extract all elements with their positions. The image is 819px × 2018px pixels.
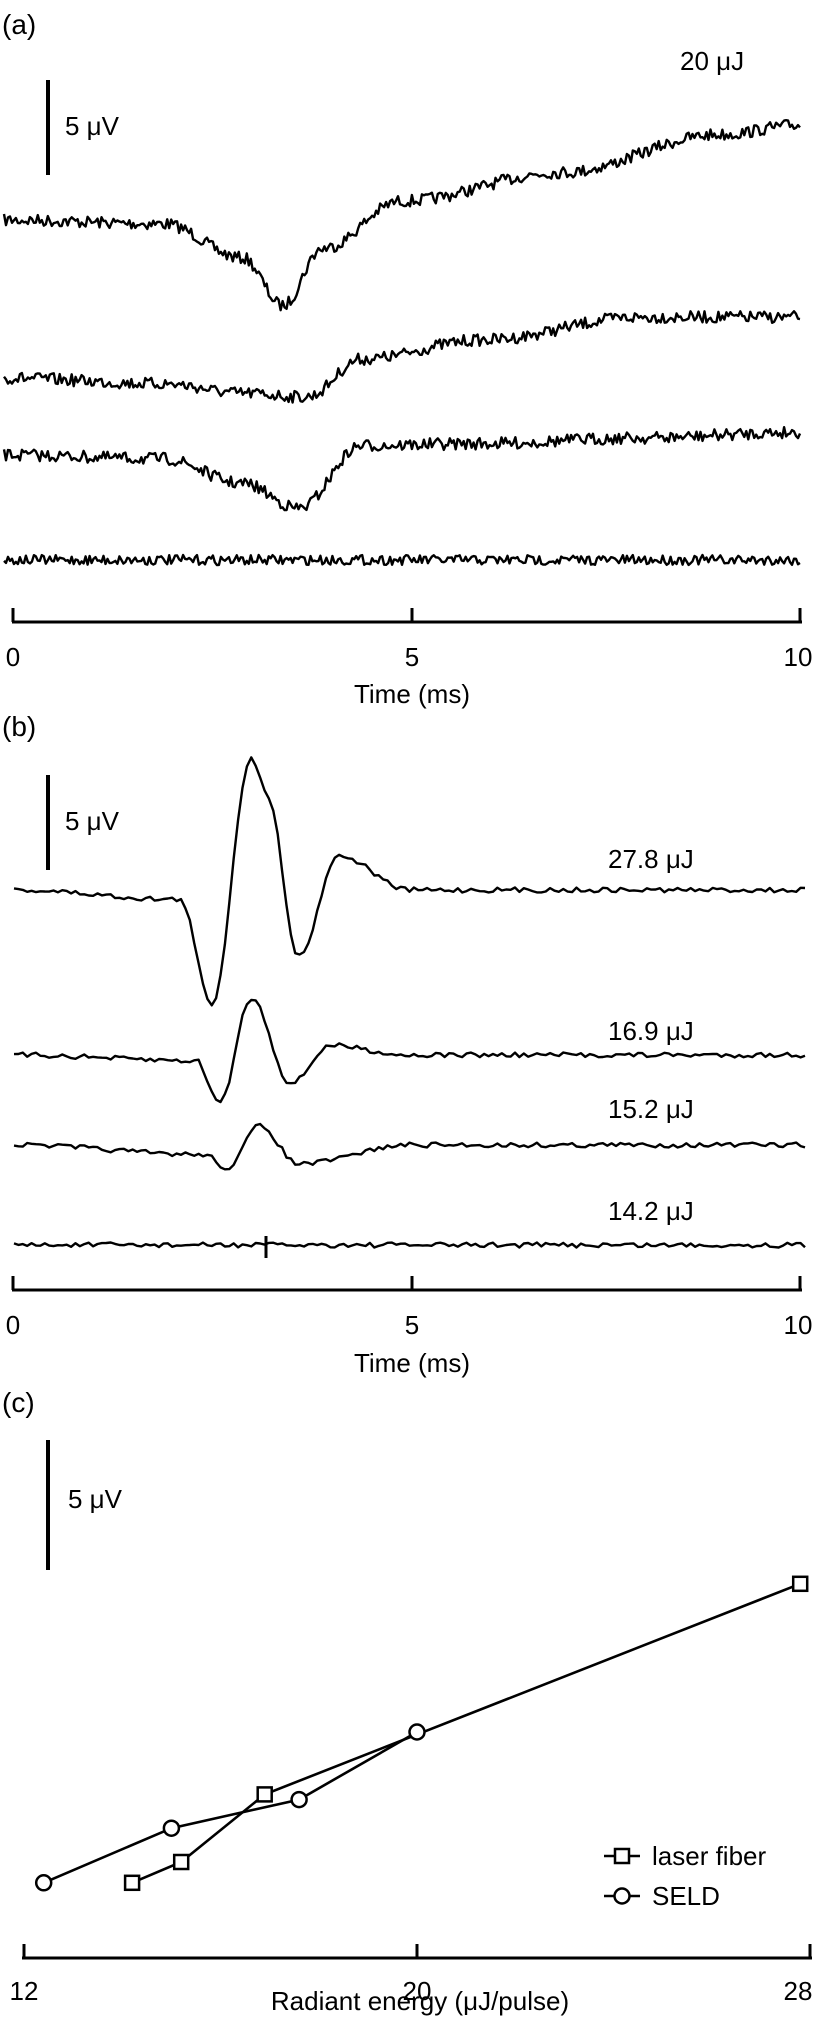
- panel-b-trace-14-2uJ: [13, 1241, 806, 1249]
- panel-c-ticklabel-20: 20: [403, 1976, 432, 2006]
- panel-c: (c) 5 μV laser fiber SELD 12 20 28 Radi: [2, 1387, 812, 2016]
- panel-a-x-axis: 0 5 10 Time (ms): [6, 608, 813, 709]
- panel-b: (b) 5 μV 27.8 μJ 16.9 μJ 15.2 μJ 14.2 μJ…: [2, 711, 812, 1378]
- legend-item-laser-fiber: laser fiber: [604, 1841, 766, 1871]
- panel-c-ticklabel-28: 28: [784, 1976, 813, 2006]
- legend-label-laser-fiber: laser fiber: [652, 1841, 766, 1871]
- panel-c-ticklabel-12: 12: [10, 1976, 39, 2006]
- point-laser-fiber-2: [256, 1786, 273, 1803]
- point-seld-2: [290, 1790, 308, 1809]
- panel-a-scale-label: 5 μV: [65, 111, 120, 141]
- panel-b-trace-27-8uJ: [13, 756, 806, 1007]
- panel-c-xlabel: Radiant energy (μJ/pulse): [271, 1986, 569, 2016]
- series-line-seld: [43, 1730, 418, 1884]
- panel-b-trace-label-14-2: 14.2 μJ: [608, 1196, 694, 1226]
- panel-b-trace-15-2uJ: [13, 1122, 806, 1171]
- panel-c-label: (c): [2, 1387, 35, 1418]
- legend-label-seld: SELD: [652, 1881, 720, 1911]
- panel-a-ticklabel-0: 0: [6, 642, 20, 672]
- point-seld-0: [34, 1874, 53, 1892]
- point-laser-fiber-1: [172, 1853, 190, 1871]
- panel-b-ticklabel-0: 0: [6, 1310, 20, 1340]
- legend-item-seld: SELD: [604, 1881, 720, 1911]
- panel-a-trace-2: [3, 310, 801, 404]
- series-line-laser-fiber: [131, 1582, 801, 1884]
- panel-b-x-axis: 0 5 10 Time (ms): [6, 1276, 813, 1378]
- panel-a-trace-20uJ: [2, 119, 801, 312]
- panel-b-ticklabel-5: 5: [405, 1310, 419, 1340]
- panel-a: (a) 5 μV 20 μJ 0 5 10 Time (ms): [2, 9, 812, 709]
- legend-square-marker-icon: [613, 1847, 631, 1865]
- panel-a-ticklabel-10: 10: [784, 642, 813, 672]
- point-seld-3: [408, 1723, 426, 1741]
- panel-b-scale-label: 5 μV: [65, 806, 120, 836]
- panel-b-trace-label-27-8: 27.8 μJ: [608, 844, 694, 874]
- panel-a-energy-label: 20 μJ: [680, 46, 744, 76]
- point-seld-1: [162, 1819, 181, 1837]
- panel-a-xlabel: Time (ms): [354, 679, 470, 709]
- panel-a-label: (a): [2, 9, 36, 40]
- panel-a-trace-4: [3, 553, 801, 567]
- panel-b-trace-label-15-2: 15.2 μJ: [608, 1094, 694, 1124]
- panel-b-trace-label-16-9: 16.9 μJ: [608, 1016, 694, 1046]
- panel-b-xlabel: Time (ms): [354, 1348, 470, 1378]
- panel-c-x-axis: 12 20 28 Radiant energy (μJ/pulse): [10, 1944, 813, 2016]
- panel-b-label: (b): [2, 711, 36, 742]
- panel-a-trace-3: [2, 426, 802, 512]
- panel-c-plot: [34, 1575, 809, 1892]
- panel-c-legend: laser fiber SELD: [604, 1841, 766, 1911]
- point-laser-fiber-0: [123, 1874, 141, 1892]
- panel-b-trace-16-9uJ: [13, 998, 806, 1104]
- panel-c-scale-label: 5 μV: [68, 1484, 123, 1514]
- point-laser-fiber-3: [791, 1575, 809, 1593]
- legend-circle-marker-icon: [613, 1887, 631, 1905]
- panel-b-ticklabel-10: 10: [784, 1310, 813, 1340]
- panel-a-ticklabel-5: 5: [405, 642, 419, 672]
